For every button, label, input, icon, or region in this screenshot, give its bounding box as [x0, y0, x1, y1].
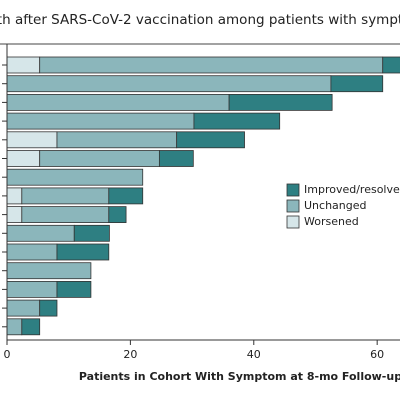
bar-segment: [193, 112, 281, 130]
bar-segment: [39, 56, 384, 74]
x-axis-label: Patients in Cohort With Symptom at 8-mo …: [79, 370, 400, 383]
bar-segment: [21, 187, 110, 205]
legend-swatch: [286, 199, 300, 213]
bar-segment: [6, 243, 58, 261]
bar-segment: [158, 150, 194, 167]
bar-segment: [6, 206, 23, 224]
bar-segment: [6, 262, 92, 280]
bar-segment: [6, 150, 41, 167]
legend-swatch: [286, 215, 300, 229]
bar-segment: [330, 75, 384, 93]
x-tick-label: 40: [247, 348, 261, 361]
bar-segment: [56, 131, 178, 149]
bar-segment: [73, 224, 110, 242]
bar-segment: [6, 299, 41, 317]
bar-segment: [6, 56, 41, 74]
x-tick-label: 0: [4, 348, 11, 361]
x-tick-label: 20: [123, 348, 137, 361]
bar-segment: [6, 131, 58, 149]
bar-segment: [6, 318, 23, 336]
legend-swatch: [286, 183, 300, 197]
bar-segment: [39, 150, 160, 167]
bar-segment: [6, 112, 195, 130]
legend-label: Improved/resolved: [304, 183, 400, 196]
bar-segment: [176, 131, 245, 149]
bar-segment: [56, 280, 92, 298]
chart-title: th after SARS-CoV-2 vaccination among pa…: [0, 12, 400, 28]
bar-segment: [6, 280, 58, 298]
bar-segment: [228, 94, 333, 111]
bar-segment: [6, 75, 332, 93]
x-tick-label: 60: [370, 348, 384, 361]
bar-segment: [6, 187, 23, 205]
bar-segment: [21, 318, 41, 336]
bar-segment: [39, 299, 58, 317]
bar-segment: [56, 243, 110, 261]
legend-label: Unchanged: [304, 199, 367, 212]
bar-segment: [108, 187, 144, 205]
bar-segment: [6, 224, 75, 242]
bar-segment: [382, 56, 400, 74]
bar-segment: [21, 206, 110, 224]
legend-label: Worsened: [304, 215, 359, 228]
bar-segment: [108, 206, 127, 224]
bar-segment: [6, 168, 144, 186]
bar-segment: [6, 94, 230, 111]
